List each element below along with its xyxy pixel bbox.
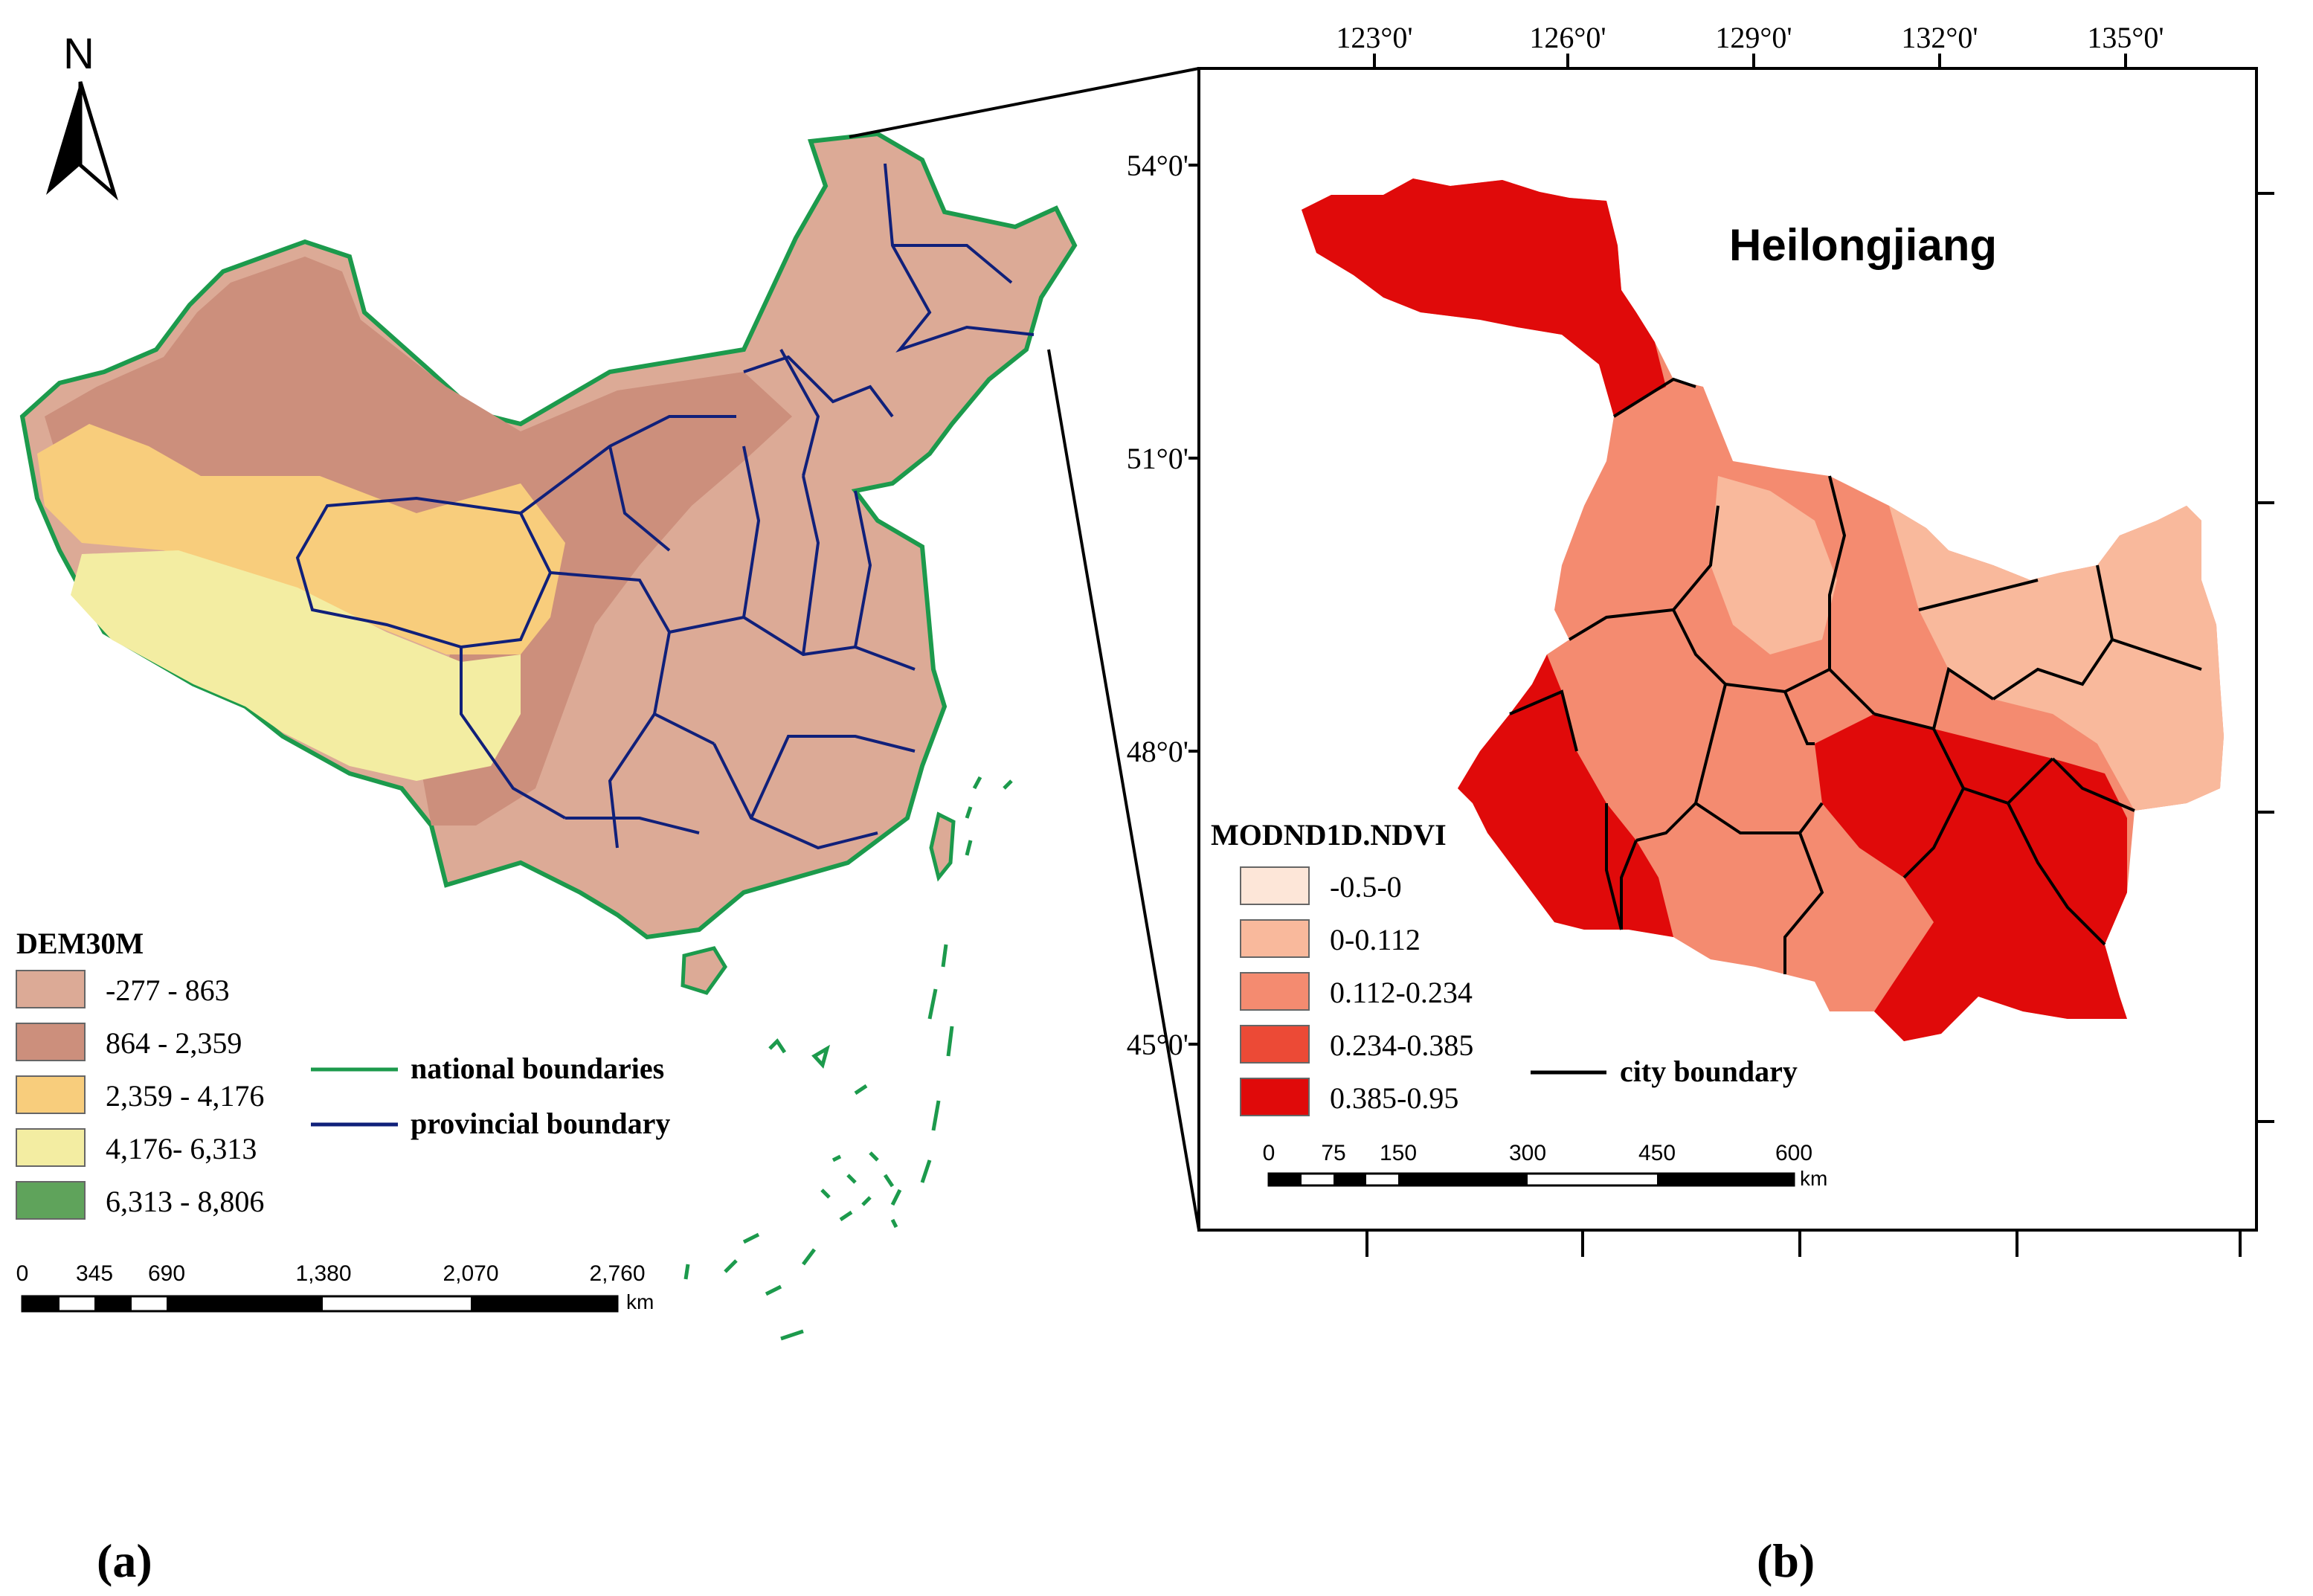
latitude-label: 45°0': [1127, 1028, 1188, 1061]
latitude-label: 54°0': [1127, 149, 1188, 182]
scale-bar-b: 0 75 150 300 450 600 km: [1263, 1141, 1828, 1190]
legend-swatch: [1240, 1078, 1310, 1116]
legend-swatch: [1240, 866, 1310, 905]
scale-tick-label: 690: [148, 1261, 185, 1286]
scale-tick-label: 1,380: [295, 1261, 351, 1286]
legend-a-class: 4,176- 6,313: [16, 1128, 257, 1167]
scale-tick-label: 0: [1263, 1141, 1275, 1165]
legend-swatch: [16, 1023, 86, 1061]
north-arrow-label: N: [63, 30, 94, 78]
legend-a: DEM30M -277 - 863 864 - 2,359 2,359 - 4,…: [16, 927, 670, 1220]
dem-plateau-zone: [71, 550, 521, 781]
legend-line-label: provincial boundary: [411, 1107, 670, 1140]
legend-b-class: 0.234-0.385: [1240, 1025, 1473, 1064]
legend-class-label: 0.385-0.95: [1330, 1081, 1458, 1115]
legend-b-class: 0.112-0.234: [1240, 972, 1473, 1011]
legend-a-title: DEM30M: [16, 927, 144, 960]
legend-swatch: [16, 1128, 86, 1167]
legend-b-class: 0-0.112: [1240, 919, 1421, 958]
scale-tick-label: 2,070: [443, 1261, 498, 1286]
legend-a-class: 2,359 - 4,176: [16, 1075, 264, 1114]
legend-swatch: [1240, 919, 1310, 958]
scale-tick-label: 600: [1775, 1141, 1812, 1165]
latitude-axis: 54°0' 51°0' 48°0' 45°0': [1127, 149, 2274, 1123]
legend-class-label: 6,313 - 8,806: [106, 1185, 264, 1218]
scale-unit: km: [626, 1290, 654, 1313]
panel-b: 123°0' 126°0' 129°0' 132°0' 135°0' 54°0'…: [1127, 21, 2274, 1587]
provincial-boundaries: [295, 163, 1035, 850]
legend-line-label: national boundaries: [411, 1052, 664, 1085]
longitude-axis: 123°0' 126°0' 129°0' 132°0' 135°0': [1336, 21, 2242, 1257]
longitude-label: 132°0': [1901, 21, 1978, 54]
scale-tick-label: 0: [16, 1261, 29, 1286]
scale-tick-label: 150: [1380, 1141, 1417, 1165]
legend-swatch: [1240, 1025, 1310, 1064]
ndvi-high-southeast: [1815, 714, 2127, 1041]
city-boundaries: [1509, 377, 2202, 974]
south-sea-islands: [683, 776, 1013, 1341]
legend-swatch: [16, 1181, 86, 1220]
legend-class-label: 0-0.112: [1330, 923, 1421, 956]
longitude-label: 135°0': [2087, 21, 2164, 54]
legend-b-line: city boundary: [1531, 1055, 1798, 1088]
longitude-label: 129°0': [1715, 21, 1792, 54]
legend-b: MODND1D.NDVI -0.5-0 0-0.112 0.112-0.234 …: [1211, 818, 1798, 1116]
scale-tick-label: 345: [76, 1261, 113, 1286]
legend-b-title: MODND1D.NDVI: [1211, 818, 1447, 852]
legend-a-class: 6,313 - 8,806: [16, 1181, 264, 1220]
scale-bar-a: 0 345 690 1,380 2,070 2,760 km: [16, 1261, 654, 1313]
longitude-label: 123°0': [1336, 21, 1412, 54]
legend-class-label: 2,359 - 4,176: [106, 1079, 264, 1113]
legend-class-label: 0.112-0.234: [1330, 976, 1473, 1009]
legend-swatch: [16, 1075, 86, 1114]
legend-line-label: city boundary: [1620, 1055, 1798, 1088]
north-arrow-icon: [46, 82, 80, 195]
legend-class-label: -0.5-0: [1330, 870, 1402, 904]
legend-a-class: 864 - 2,359: [16, 1023, 242, 1061]
scale-tick-label: 2,760: [589, 1261, 645, 1286]
legend-swatch: [16, 970, 86, 1008]
scale-tick-label: 300: [1509, 1141, 1546, 1165]
dem-high-zone: [37, 424, 565, 654]
caption-a: (a): [97, 1534, 152, 1587]
scale-unit: km: [1800, 1167, 1827, 1190]
heilongjiang-ndvi-map: [1302, 178, 2224, 1041]
ndvi-low-east: [1889, 506, 2224, 811]
legend-b-class: 0.385-0.95: [1240, 1078, 1458, 1116]
region-title: Heilongjiang: [1729, 220, 1997, 270]
longitude-label: 126°0': [1529, 21, 1606, 54]
ndvi-high-southwest: [1458, 654, 1673, 937]
china-dem-map: [19, 131, 1078, 1341]
legend-a-line: provincial boundary: [311, 1107, 670, 1140]
legend-a-class: -277 - 863: [16, 970, 230, 1008]
legend-b-class: -0.5-0: [1240, 866, 1402, 905]
legend-class-label: -277 - 863: [106, 974, 230, 1007]
panel-a: N: [16, 30, 1078, 1587]
legend-class-label: 864 - 2,359: [106, 1026, 242, 1060]
scale-tick-label: 450: [1638, 1141, 1676, 1165]
legend-class-label: 0.234-0.385: [1330, 1029, 1473, 1062]
hainan-island: [681, 946, 727, 995]
scale-tick-label: 75: [1321, 1141, 1345, 1165]
north-arrow: N: [46, 30, 118, 201]
latitude-label: 51°0': [1127, 442, 1188, 475]
taiwan-island: [929, 811, 956, 882]
ndvi-low-central: [1711, 476, 1837, 654]
legend-a-line: national boundaries: [311, 1052, 664, 1085]
legend-class-label: 4,176- 6,313: [106, 1132, 257, 1165]
zoom-connector: [849, 67, 1200, 1231]
ndvi-high-north: [1302, 178, 1666, 416]
legend-swatch: [1240, 972, 1310, 1011]
caption-b: (b): [1757, 1534, 1815, 1587]
latitude-label: 48°0': [1127, 735, 1188, 768]
